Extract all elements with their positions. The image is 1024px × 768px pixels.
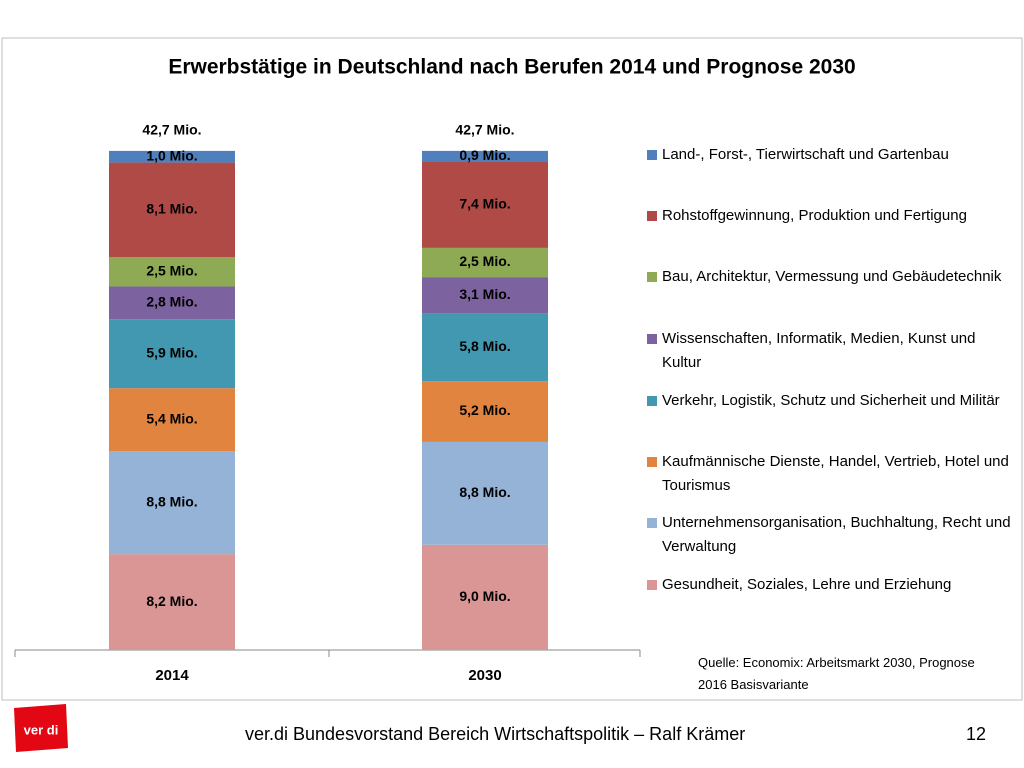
legend-swatch bbox=[647, 396, 657, 406]
legend-item: Unternehmensorganisation, Buchhaltung, R… bbox=[647, 511, 1017, 559]
legend-swatch bbox=[647, 457, 657, 467]
legend-item: Wissenschaften, Informatik, Medien, Kuns… bbox=[647, 327, 1017, 375]
footer-text: ver.di Bundesvorstand Bereich Wirtschaft… bbox=[245, 724, 746, 744]
chart-title: Erwerbstätige in Deutschland nach Berufe… bbox=[168, 56, 855, 79]
bar-segment bbox=[109, 388, 235, 452]
data-label: 8,1 Mio. bbox=[146, 201, 197, 217]
data-label: 5,2 Mio. bbox=[459, 402, 510, 418]
legend-item: Kaufmännische Dienste, Handel, Vertrieb,… bbox=[647, 450, 1017, 498]
page-number: 12 bbox=[966, 724, 987, 744]
logo-text: ver di bbox=[24, 722, 59, 737]
data-label: 8,8 Mio. bbox=[146, 493, 197, 509]
x-tick-label: 2014 bbox=[155, 667, 189, 684]
legend-item: Rohstoffgewinnung, Produktion und Fertig… bbox=[647, 204, 1017, 228]
data-label: 7,4 Mio. bbox=[459, 195, 510, 211]
legend-label: Verkehr, Logistik, Schutz und Sicherheit… bbox=[662, 392, 1000, 409]
bar-segment bbox=[422, 150, 548, 162]
bar-segment bbox=[109, 150, 235, 163]
data-label: 2,5 Mio. bbox=[146, 263, 197, 279]
legend-label: Unternehmensorganisation, Buchhaltung, R… bbox=[662, 514, 1011, 555]
legend-label: Rohstoffgewinnung, Produktion und Fertig… bbox=[662, 207, 967, 224]
source: Quelle: Economix: Arbeitsmarkt 2030, Pro… bbox=[698, 655, 975, 692]
legend-label: Land-, Forst-, Tierwirtschaft und Garten… bbox=[662, 146, 949, 163]
legend-swatch bbox=[647, 211, 657, 221]
legend-label: Wissenschaften, Informatik, Medien, Kuns… bbox=[662, 330, 976, 371]
data-label: 5,4 Mio. bbox=[146, 410, 197, 426]
bar-segment bbox=[109, 162, 235, 258]
legend-label: Gesundheit, Soziales, Lehre und Erziehun… bbox=[662, 576, 952, 593]
bar-segment bbox=[109, 257, 235, 287]
x-tick-label: 2030 bbox=[468, 667, 501, 684]
total-label: 42,7 Mio. bbox=[455, 122, 514, 138]
legend-swatch bbox=[647, 334, 657, 344]
legend-item: Land-, Forst-, Tierwirtschaft und Garten… bbox=[647, 143, 1017, 167]
data-label: 5,9 Mio. bbox=[146, 344, 197, 360]
data-label: 0,9 Mio. bbox=[459, 147, 510, 163]
data-label: 2,8 Mio. bbox=[146, 294, 197, 310]
data-label: 1,0 Mio. bbox=[146, 147, 197, 163]
bar-segment bbox=[109, 451, 235, 555]
bar-segment bbox=[422, 313, 548, 382]
total-label: 42,7 Mio. bbox=[142, 122, 201, 138]
legend-label: Bau, Architektur, Vermessung und Gebäude… bbox=[662, 268, 1002, 285]
bar-segment bbox=[422, 247, 548, 278]
logo-shape bbox=[14, 704, 68, 752]
legend-item: Bau, Architektur, Vermessung und Gebäude… bbox=[647, 265, 1017, 289]
bar-segment bbox=[422, 161, 548, 248]
data-label: 2,5 Mio. bbox=[459, 253, 510, 269]
bar-segment bbox=[109, 286, 235, 320]
data-label: 9,0 Mio. bbox=[459, 588, 510, 604]
legend-swatch bbox=[647, 272, 657, 282]
bar-segment bbox=[109, 319, 235, 389]
legend-label: Kaufmännische Dienste, Handel, Vertrieb,… bbox=[662, 453, 1009, 494]
bar-segment bbox=[422, 544, 548, 650]
data-label: 5,8 Mio. bbox=[459, 338, 510, 354]
bar-segment bbox=[422, 277, 548, 314]
legend-swatch bbox=[647, 518, 657, 528]
legend-item: Gesundheit, Soziales, Lehre und Erziehun… bbox=[647, 573, 1017, 597]
legend-swatch bbox=[647, 150, 657, 160]
bar-segment bbox=[422, 441, 548, 545]
bar-segment bbox=[109, 554, 235, 650]
legend-swatch bbox=[647, 580, 657, 590]
logo: ver di bbox=[14, 704, 68, 752]
bar-segment bbox=[422, 381, 548, 442]
legend-item: Verkehr, Logistik, Schutz und Sicherheit… bbox=[647, 389, 1017, 413]
data-label: 3,1 Mio. bbox=[459, 286, 510, 302]
data-label: 8,8 Mio. bbox=[459, 484, 510, 500]
data-label: 8,2 Mio. bbox=[146, 593, 197, 609]
